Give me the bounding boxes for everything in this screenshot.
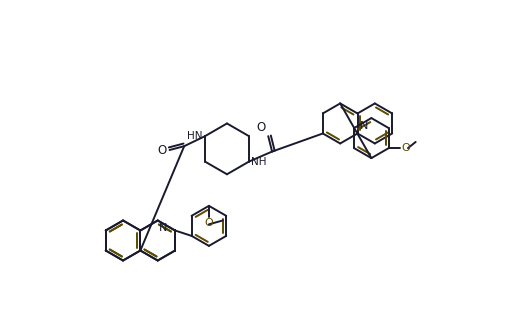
Text: O: O: [204, 218, 213, 228]
Text: O: O: [157, 143, 166, 157]
Text: N: N: [158, 223, 167, 233]
Text: N: N: [359, 121, 368, 131]
Text: HN: HN: [187, 131, 203, 141]
Text: O: O: [401, 143, 410, 153]
Text: O: O: [256, 121, 266, 134]
Text: NH: NH: [251, 157, 266, 167]
